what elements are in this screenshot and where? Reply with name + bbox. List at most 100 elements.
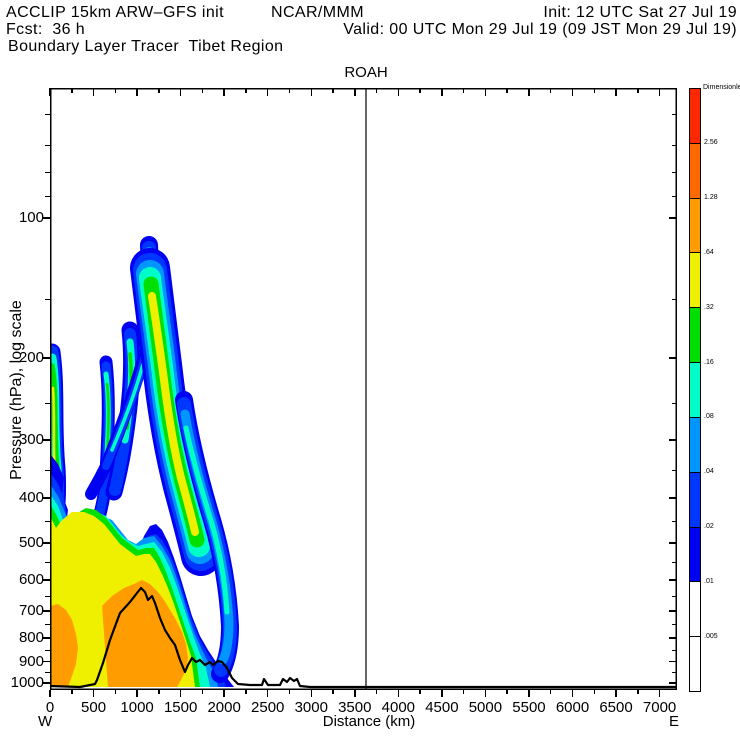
colorbar-segment xyxy=(690,471,700,527)
x-tick-bottom xyxy=(354,690,356,697)
y-minortick-left xyxy=(45,114,50,116)
x-tick-label: 1000 xyxy=(120,699,154,716)
y-tick-left xyxy=(42,439,50,441)
x-tick-bottom xyxy=(223,690,225,697)
colorbar-segment xyxy=(690,142,700,198)
y-minortick-right xyxy=(672,595,677,597)
colorbar-tick-label: .08 xyxy=(704,413,714,421)
y-minortick-right xyxy=(672,649,677,651)
colorbar-segment xyxy=(690,197,700,253)
y-minortick-right xyxy=(672,114,677,116)
station-title: ROAH xyxy=(344,64,388,81)
x-tick-top xyxy=(615,88,617,96)
y-tick-left xyxy=(42,660,50,663)
x-tick-bottom xyxy=(615,690,617,697)
x-tick-bottom xyxy=(593,690,596,694)
x-tick-bottom xyxy=(288,690,291,694)
x-tick-bottom xyxy=(397,690,400,697)
x-tick-label: 0 xyxy=(45,699,55,716)
x-tick-label: 3000 xyxy=(294,699,328,716)
y-minortick-left xyxy=(45,145,50,147)
y-minortick-right xyxy=(672,299,677,301)
y-minortick-left xyxy=(45,561,50,563)
y-tick-label: 300 xyxy=(18,430,44,448)
x-tick-top xyxy=(201,88,204,93)
y-minortick-right xyxy=(672,402,677,404)
x-tick-top xyxy=(637,88,639,93)
y-minortick-left xyxy=(45,521,50,523)
colorbar-tick-label: .64 xyxy=(704,248,714,256)
y-tick-right xyxy=(669,439,677,441)
x-tick-label: 2500 xyxy=(251,699,285,716)
y-tick-right xyxy=(669,497,677,499)
y-tick-label: 800 xyxy=(18,628,44,646)
x-tick-top xyxy=(375,88,378,93)
x-tick-label: 6000 xyxy=(555,699,590,716)
y-tick-left xyxy=(42,217,50,219)
x-tick-top xyxy=(158,88,160,93)
x-axis-label: Distance (km) xyxy=(322,713,416,730)
x-tick-label: 7000 xyxy=(642,699,677,716)
x-tick-top xyxy=(179,88,182,96)
forecast-hour: Fcst: 36 h xyxy=(6,21,86,38)
colorbar-segment xyxy=(690,89,700,143)
y-minortick-left xyxy=(45,672,50,674)
x-tick-top xyxy=(462,88,465,93)
colorbar-segment xyxy=(690,252,700,308)
field-title: Boundary Layer Tracer Tibet Region xyxy=(8,38,284,55)
y-tick-label: 600 xyxy=(18,570,44,588)
colorbar-segment xyxy=(690,636,700,691)
x-tick-bottom xyxy=(332,690,334,694)
y-minortick-right xyxy=(672,145,677,147)
x-tick-label: 5000 xyxy=(468,699,503,716)
x-tick-bottom xyxy=(201,690,204,694)
east-label: E xyxy=(669,713,680,730)
x-tick-label: 3500 xyxy=(338,699,372,716)
terrain-line xyxy=(49,586,677,689)
colorbar-tick-label: 2.56 xyxy=(704,138,718,146)
x-tick-bottom xyxy=(528,690,530,697)
y-minortick-right xyxy=(672,672,677,674)
colorbar xyxy=(689,88,701,692)
x-tick-top xyxy=(419,88,421,93)
x-tick-bottom xyxy=(658,690,661,697)
x-tick-label: 4000 xyxy=(381,699,416,716)
x-tick-top xyxy=(288,88,291,93)
x-tick-label: 5500 xyxy=(512,699,546,716)
y-minortick-right xyxy=(672,196,677,198)
x-tick-bottom xyxy=(549,690,552,694)
y-tick-label: 700 xyxy=(18,601,44,619)
x-tick-label: 500 xyxy=(81,699,107,716)
colorbar-tick-label: .16 xyxy=(704,358,714,366)
x-tick-label: 4500 xyxy=(425,699,459,716)
x-tick-bottom xyxy=(441,690,443,697)
plot-area xyxy=(43,88,677,690)
x-tick-top xyxy=(506,88,508,93)
colorbar-segment xyxy=(690,526,700,582)
x-tick-top xyxy=(593,88,596,93)
x-tick-bottom xyxy=(310,690,312,697)
y-tick-label: 100 xyxy=(18,209,44,226)
x-tick-top xyxy=(92,88,95,96)
y-tick-label: 200 xyxy=(18,348,44,366)
x-tick-top xyxy=(136,88,138,96)
y-tick-label: 1000 xyxy=(10,674,44,691)
x-tick-bottom xyxy=(266,690,269,697)
x-tick-top xyxy=(528,88,530,96)
y-tick-right xyxy=(669,610,677,612)
colorbar-segment xyxy=(690,416,700,472)
y-minortick-right xyxy=(672,521,677,523)
model-title: ACCLIP 15km ARW–GFS init xyxy=(6,4,224,21)
colorbar-tick-label: .005 xyxy=(704,633,718,641)
x-tick-top xyxy=(658,88,661,96)
y-minortick-right xyxy=(672,470,677,472)
colorbar-tick-label: .32 xyxy=(704,303,714,311)
west-label: W xyxy=(38,713,53,730)
y-tick-left xyxy=(42,637,50,639)
x-tick-bottom xyxy=(245,690,247,694)
y-minortick-left xyxy=(45,649,50,651)
y-tick-left xyxy=(42,579,50,581)
x-tick-bottom xyxy=(375,690,378,694)
y-tick-right xyxy=(669,579,677,581)
